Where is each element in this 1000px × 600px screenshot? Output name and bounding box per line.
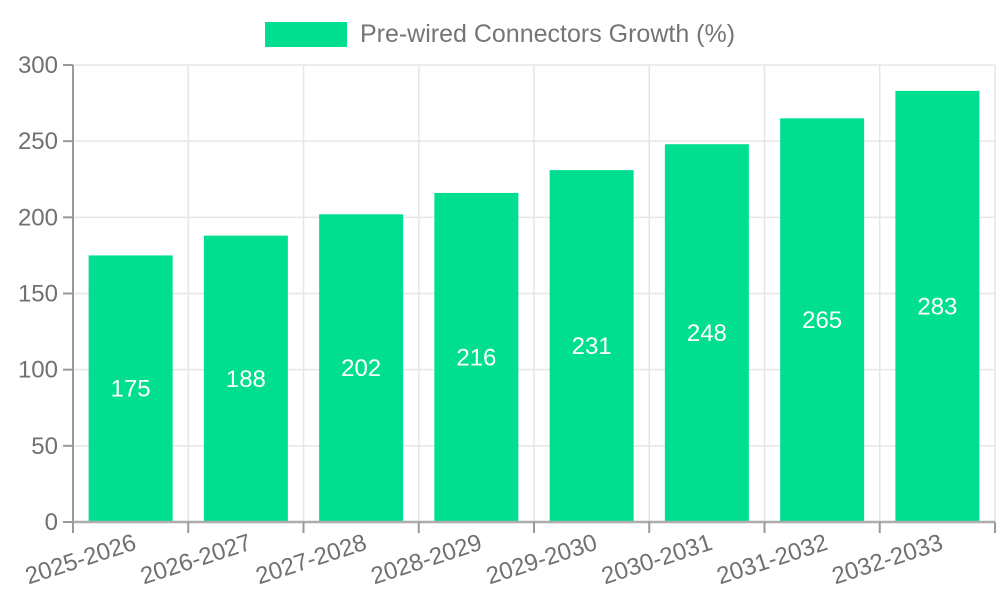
bar-value-label: 265: [802, 307, 842, 334]
x-axis-category-label: 2025-2026: [22, 529, 140, 590]
bar[interactable]: [549, 170, 634, 523]
x-axis-category-label: 2026-2027: [137, 529, 255, 590]
bar[interactable]: [664, 144, 749, 523]
y-axis-tick-label: 0: [45, 509, 58, 536]
bar[interactable]: [895, 90, 980, 522]
bar[interactable]: [88, 255, 173, 522]
y-axis-tick-label: 100: [18, 357, 58, 384]
bar[interactable]: [434, 192, 519, 522]
bar-value-label: 283: [917, 293, 957, 320]
x-axis-category-label: 2032-2033: [829, 529, 947, 590]
bar-value-label: 216: [456, 344, 496, 371]
legend-label: Pre-wired Connectors Growth (%): [359, 19, 736, 48]
bar-value-label: 188: [226, 366, 266, 393]
x-axis-category-label: 2027-2028: [252, 529, 370, 590]
bar[interactable]: [203, 235, 288, 522]
y-axis-tick-label: 50: [31, 433, 58, 460]
x-axis-category-label: 2028-2029: [368, 529, 486, 590]
y-axis-tick-label: 300: [18, 52, 58, 79]
y-axis-tick-label: 150: [18, 281, 58, 308]
bar[interactable]: [780, 118, 865, 523]
bar[interactable]: [319, 214, 404, 522]
bar-value-label: 175: [111, 376, 151, 403]
x-axis-category-label: 2030-2031: [598, 529, 716, 590]
legend-swatch: [264, 21, 347, 47]
bar-value-label: 248: [687, 320, 727, 347]
x-axis-category-label: 2029-2030: [483, 529, 601, 590]
legend-item[interactable]: Pre-wired Connectors Growth (%): [0, 18, 1000, 50]
bar-value-label: 231: [572, 333, 612, 360]
y-axis-tick-label: 200: [18, 204, 58, 231]
bar-value-label: 202: [341, 355, 381, 382]
x-axis-category-label: 2031-2032: [713, 529, 831, 590]
y-axis-tick-label: 250: [18, 128, 58, 155]
